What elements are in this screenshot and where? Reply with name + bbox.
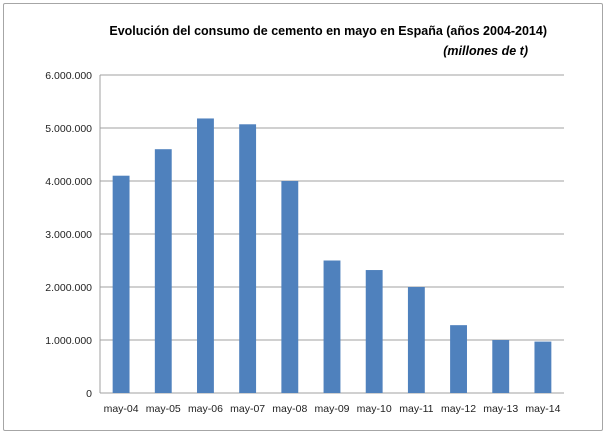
- bar: [365, 270, 383, 393]
- x-tick-label: may-13: [483, 403, 518, 415]
- y-tick-label: 6.000.000: [45, 70, 92, 82]
- bar: [534, 341, 552, 393]
- x-tick-label: may-12: [441, 403, 476, 415]
- bar: [154, 149, 172, 393]
- x-tick-label: may-05: [146, 403, 181, 415]
- bar: [112, 175, 130, 393]
- bar: [323, 260, 341, 393]
- x-tick-label: may-11: [399, 403, 433, 415]
- bar: [450, 325, 467, 393]
- x-tick-label: may-07: [230, 403, 265, 415]
- x-tick-label: may-08: [272, 403, 307, 415]
- bar: [407, 287, 425, 393]
- bar: [281, 181, 299, 393]
- y-tick-label: 2.000.000: [45, 282, 92, 294]
- x-tick-label: may-14: [525, 403, 560, 415]
- chart-subtitle: (millones de t): [443, 44, 528, 58]
- y-tick-label: 3.000.000: [45, 229, 92, 241]
- y-tick-label: 5.000.000: [45, 123, 92, 135]
- x-tick-label: may-06: [188, 403, 223, 415]
- y-tick-label: 0: [86, 388, 92, 400]
- x-tick-label: may-04: [104, 403, 139, 415]
- chart-frame: [3, 3, 603, 431]
- x-tick-label: may-09: [314, 403, 349, 415]
- chart-title: Evolución del consumo de cemento en mayo…: [109, 24, 547, 38]
- y-tick-label: 4.000.000: [45, 176, 92, 188]
- bar: [197, 118, 214, 394]
- bar: [239, 124, 257, 393]
- bar: [492, 340, 510, 393]
- y-tick-label: 1.000.000: [45, 335, 92, 347]
- x-tick-label: may-10: [357, 403, 392, 415]
